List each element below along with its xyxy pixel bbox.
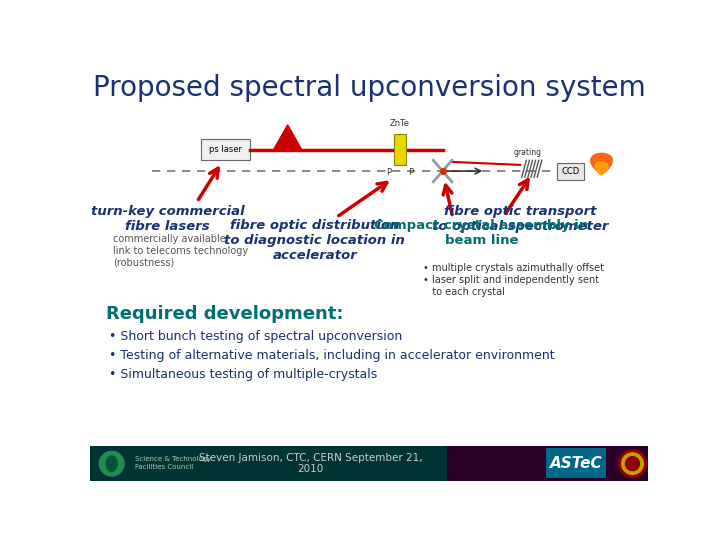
Text: turn-key commercial
fibre lasers: turn-key commercial fibre lasers: [91, 205, 244, 233]
Polygon shape: [274, 125, 302, 150]
Text: fibre optic transport
to optical spectrometer: fibre optic transport to optical spectro…: [432, 205, 608, 233]
Circle shape: [99, 451, 124, 476]
Polygon shape: [591, 153, 612, 175]
Text: Steven Jamison, CTC, CERN September 21,
2010: Steven Jamison, CTC, CERN September 21, …: [199, 453, 423, 475]
Text: Proposed spectral upconversion system: Proposed spectral upconversion system: [93, 74, 645, 102]
Text: ps laser: ps laser: [209, 145, 242, 154]
Text: ZnTe: ZnTe: [390, 119, 410, 128]
Bar: [446, 446, 648, 481]
Text: fibre optic distribution
to diagnostic location in
accelerator: fibre optic distribution to diagnostic l…: [225, 219, 405, 262]
Text: P: P: [408, 168, 413, 177]
Text: Science & Technology: Science & Technology: [135, 456, 211, 462]
Text: • multiple crystals azimuthally offset
• laser split and independently sent
   t: • multiple crystals azimuthally offset •…: [423, 264, 604, 296]
Text: grating: grating: [514, 148, 542, 157]
Circle shape: [618, 450, 647, 477]
Bar: [557, 163, 585, 179]
Text: CCD: CCD: [562, 166, 580, 176]
Text: ASTeC: ASTeC: [549, 456, 603, 471]
Text: P: P: [387, 168, 392, 177]
FancyBboxPatch shape: [201, 139, 251, 159]
Circle shape: [626, 457, 639, 470]
Text: • Short bunch testing of spectral upconversion
• Testing of alternative material: • Short bunch testing of spectral upconv…: [109, 330, 555, 381]
Text: Required development:: Required development:: [106, 305, 343, 323]
Text: Compact crystal assembly in
beam line: Compact crystal assembly in beam line: [374, 219, 588, 247]
Bar: [394, 134, 406, 165]
Ellipse shape: [107, 456, 117, 471]
Polygon shape: [595, 162, 608, 175]
Bar: [90, 446, 446, 481]
FancyBboxPatch shape: [546, 448, 606, 478]
Text: commercially available
link to telecoms technology
(robustness): commercially available link to telecoms …: [113, 234, 248, 267]
Text: Facilities Council: Facilities Council: [135, 464, 193, 470]
Circle shape: [621, 453, 644, 475]
